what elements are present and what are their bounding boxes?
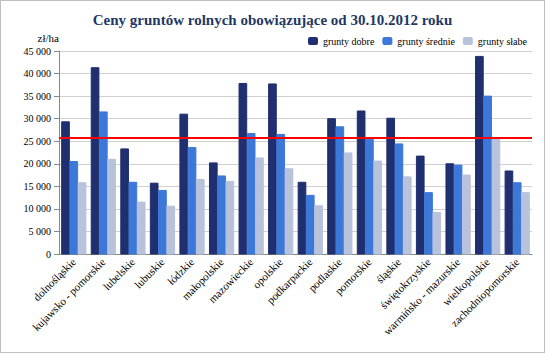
svg-text:opolskie: opolskie xyxy=(250,255,285,291)
svg-text:grunty dobre: grunty dobre xyxy=(323,36,375,47)
svg-text:10 000: 10 000 xyxy=(24,203,52,214)
svg-text:45 000: 45 000 xyxy=(24,46,52,57)
svg-text:15 000: 15 000 xyxy=(24,181,52,192)
svg-text:wielkopolskie: wielkopolskie xyxy=(439,255,492,308)
svg-text:35 000: 35 000 xyxy=(24,91,52,102)
svg-text:30 000: 30 000 xyxy=(24,113,52,124)
svg-text:dolnośląskie: dolnośląskie xyxy=(30,255,78,304)
svg-text:lubuskie: lubuskie xyxy=(132,256,167,291)
svg-text:25 000: 25 000 xyxy=(24,136,52,147)
svg-text:śląskie: śląskie xyxy=(373,255,404,286)
svg-text:podkarpackie: podkarpackie xyxy=(264,256,314,306)
svg-text:podlaskie: podlaskie xyxy=(305,255,345,294)
svg-text:warmińsko - mazurskie: warmińsko - mazurskie xyxy=(380,255,463,338)
svg-text:kujawsko - pomorskie: kujawsko - pomorskie xyxy=(30,256,108,334)
svg-text:grunty słabe: grunty słabe xyxy=(478,36,528,47)
svg-text:Ceny gruntów rolnych obowiązuj: Ceny gruntów rolnych obowiązujące od 30.… xyxy=(93,12,452,28)
svg-text:grunty średnie: grunty średnie xyxy=(397,36,455,47)
svg-text:łódzkie: łódzkie xyxy=(164,255,197,288)
svg-text:zachodniopomorskie: zachodniopomorskie xyxy=(448,256,521,329)
svg-text:20 000: 20 000 xyxy=(24,158,52,169)
svg-text:5 000: 5 000 xyxy=(29,226,52,237)
svg-text:0: 0 xyxy=(46,249,51,260)
svg-text:świętokrzyskie: świętokrzyskie xyxy=(378,256,433,311)
svg-text:lubelskie: lubelskie xyxy=(101,256,138,293)
svg-text:pomorskie: pomorskie xyxy=(332,256,373,297)
svg-text:zł/ha: zł/ha xyxy=(38,32,59,44)
svg-text:mazowieckie: mazowieckie xyxy=(206,256,256,306)
svg-text:40 000: 40 000 xyxy=(24,68,52,79)
svg-text:małopolskie: małopolskie xyxy=(179,255,226,303)
